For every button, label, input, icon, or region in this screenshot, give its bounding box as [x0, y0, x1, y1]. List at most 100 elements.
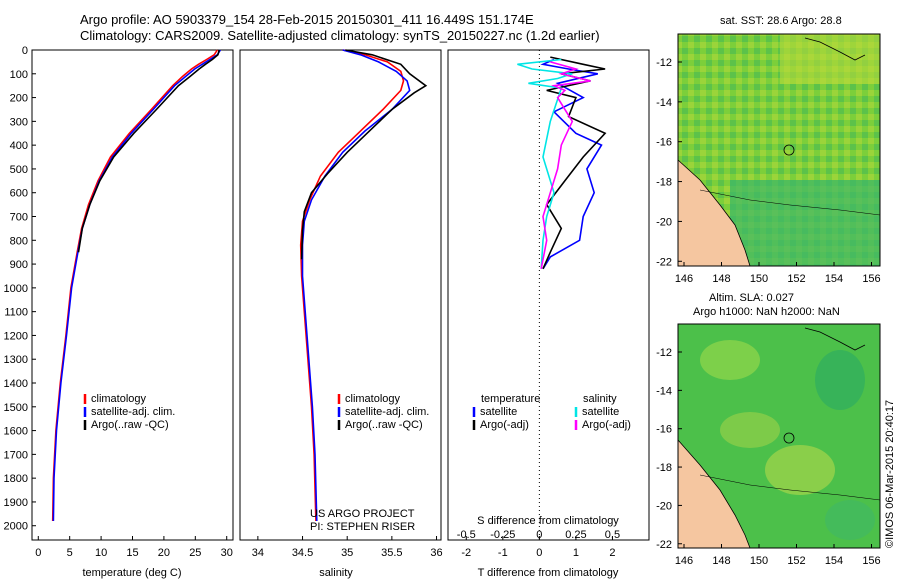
legend-label: Argo(..raw -QC)	[345, 419, 423, 431]
map-y-tick-label: -18	[656, 462, 672, 474]
map-x-tick-label: 154	[825, 555, 843, 567]
map-x-tick-label: 146	[675, 273, 693, 285]
map-y-tick-label: -22	[656, 256, 672, 268]
sla-map: -12 -14 -16 -18 -20 -22 146 148 150 152 154 156	[656, 323, 881, 567]
map-y-tick-label: -18	[656, 177, 672, 189]
x-tick-label: 15	[126, 547, 138, 559]
legend-label: satellite-adj. clim.	[345, 406, 429, 418]
x-tick-label: 34	[252, 547, 264, 559]
y-tick-label: 1300	[4, 354, 28, 366]
map-y-tick-label: -16	[656, 424, 672, 436]
difference-axes	[447, 49, 650, 541]
figure-title-line1: Argo profile: AO 5903379_154 28-Feb-2015…	[80, 12, 534, 27]
x-tick-label: 35.5	[381, 547, 402, 559]
legend-salinity-header: salinity	[583, 393, 617, 405]
legend-label: climatology	[345, 393, 401, 405]
project-note-line2: PI: STEPHEN RISER	[310, 521, 415, 533]
x-tick-label: 34.5	[292, 547, 313, 559]
map-y-tick-label: -12	[656, 57, 672, 69]
s-difference-label: S difference from climatology	[477, 515, 619, 527]
x-tick-label: 36	[430, 547, 442, 559]
x-tick-label: 30	[221, 547, 233, 559]
y-tick-label: 1100	[4, 307, 28, 319]
map-y-tick-label: -20	[656, 500, 672, 512]
map-x-tick-label: 152	[787, 273, 805, 285]
y-tick-label: 1900	[4, 497, 28, 509]
series-line-satellite-adj-clim-	[52, 49, 222, 522]
map-x-tick-label: 148	[712, 273, 730, 285]
y-tick-label: 1800	[4, 473, 28, 485]
x-tick-label: 1	[573, 547, 579, 559]
x-tick-label: 5	[67, 547, 73, 559]
sst-map-title: sat. SST: 28.6 Argo: 28.8	[720, 15, 842, 27]
y-tick-label: 600	[10, 188, 28, 200]
map-y-tick-label: -22	[656, 539, 672, 551]
y-tick-label: 100	[10, 69, 28, 81]
series-line-argo-raw-qc-	[300, 49, 428, 260]
y-tick-label: 2000	[4, 521, 28, 533]
x-tick-label: 25	[189, 547, 201, 559]
legend-label: satellite	[480, 406, 517, 418]
legend-label: satellite	[582, 406, 619, 418]
argo-position-marker	[783, 144, 795, 156]
x-tick-label: -2	[461, 547, 471, 559]
y-tick-label: 0	[22, 45, 28, 57]
s-tick-label: -0.5	[457, 529, 476, 541]
map-y-tick-label: -14	[656, 97, 672, 109]
map-x-tick-label: 150	[750, 555, 768, 567]
map-x-tick-label: 146	[675, 555, 693, 567]
y-tick-label: 1400	[4, 378, 28, 390]
s-tick-label: -0.25	[490, 529, 515, 541]
y-tick-label: 700	[10, 212, 28, 224]
series-line-climatology	[299, 49, 405, 522]
x-tick-label: 2	[609, 547, 615, 559]
y-tick-label: 300	[10, 116, 28, 128]
map-x-tick-label: 152	[787, 555, 805, 567]
legend-label: Argo(-adj)	[582, 419, 631, 431]
legend-label: Argo(..raw -QC)	[91, 419, 169, 431]
x-tick-label: 20	[158, 547, 170, 559]
series-line-argo-raw-qc-	[77, 49, 220, 253]
map-x-tick-label: 156	[862, 555, 880, 567]
legend-label: Argo(-adj)	[480, 419, 529, 431]
s-tick-label: 0.5	[605, 529, 620, 541]
legend-label: climatology	[91, 393, 147, 405]
imos-credit: ©IMOS 06-Mar-2015 20:40:17	[884, 399, 896, 548]
y-tick-label: 1500	[4, 402, 28, 414]
y-tick-label: 200	[10, 93, 28, 105]
map-x-tick-label: 154	[825, 273, 843, 285]
sla-map-title-line1: Altim. SLA: 0.027	[709, 292, 794, 304]
y-tick-label: 900	[10, 259, 28, 271]
x-tick-label: 10	[95, 547, 107, 559]
project-note-line1: US ARGO PROJECT	[310, 508, 415, 520]
y-tick-label: 400	[10, 140, 28, 152]
series-line-temperature-satellite	[540, 58, 603, 270]
map-y-tick-label: -20	[656, 216, 672, 228]
y-tick-label: 1600	[4, 426, 28, 438]
x-tick-label: 0	[536, 547, 542, 559]
s-tick-label: 0.25	[565, 529, 586, 541]
t-difference-label: T difference from climatology	[478, 567, 619, 579]
series-line-salinity-argo-adj-	[540, 61, 591, 269]
y-tick-label: 1000	[4, 283, 28, 295]
map-x-tick-label: 148	[712, 555, 730, 567]
y-tick-label: 800	[10, 235, 28, 247]
y-tick-label: 1700	[4, 449, 28, 461]
series-line-temperature-argo-adj-	[542, 56, 607, 270]
map-y-tick-label: -12	[656, 347, 672, 359]
figure-title-line2: Climatology: CARS2009. Satellite-adjuste…	[80, 28, 600, 43]
s-tick-label: 0	[536, 529, 542, 541]
x-tick-label: -1	[498, 547, 508, 559]
temperature-xlabel: temperature (deg C)	[82, 567, 181, 579]
sst-map: -12 -14 -16 -18 -20 -22 146 148 150 152 154 156	[656, 33, 881, 285]
map-x-tick-label: 150	[750, 273, 768, 285]
x-tick-label: 35	[341, 547, 353, 559]
sla-map-title-line2: Argo h1000: NaN h2000: NaN	[693, 306, 840, 318]
salinity-xlabel: salinity	[319, 567, 353, 579]
map-y-tick-label: -14	[656, 385, 672, 397]
legend-temperature-header: temperature	[481, 393, 540, 405]
y-tick-label: 1200	[4, 330, 28, 342]
